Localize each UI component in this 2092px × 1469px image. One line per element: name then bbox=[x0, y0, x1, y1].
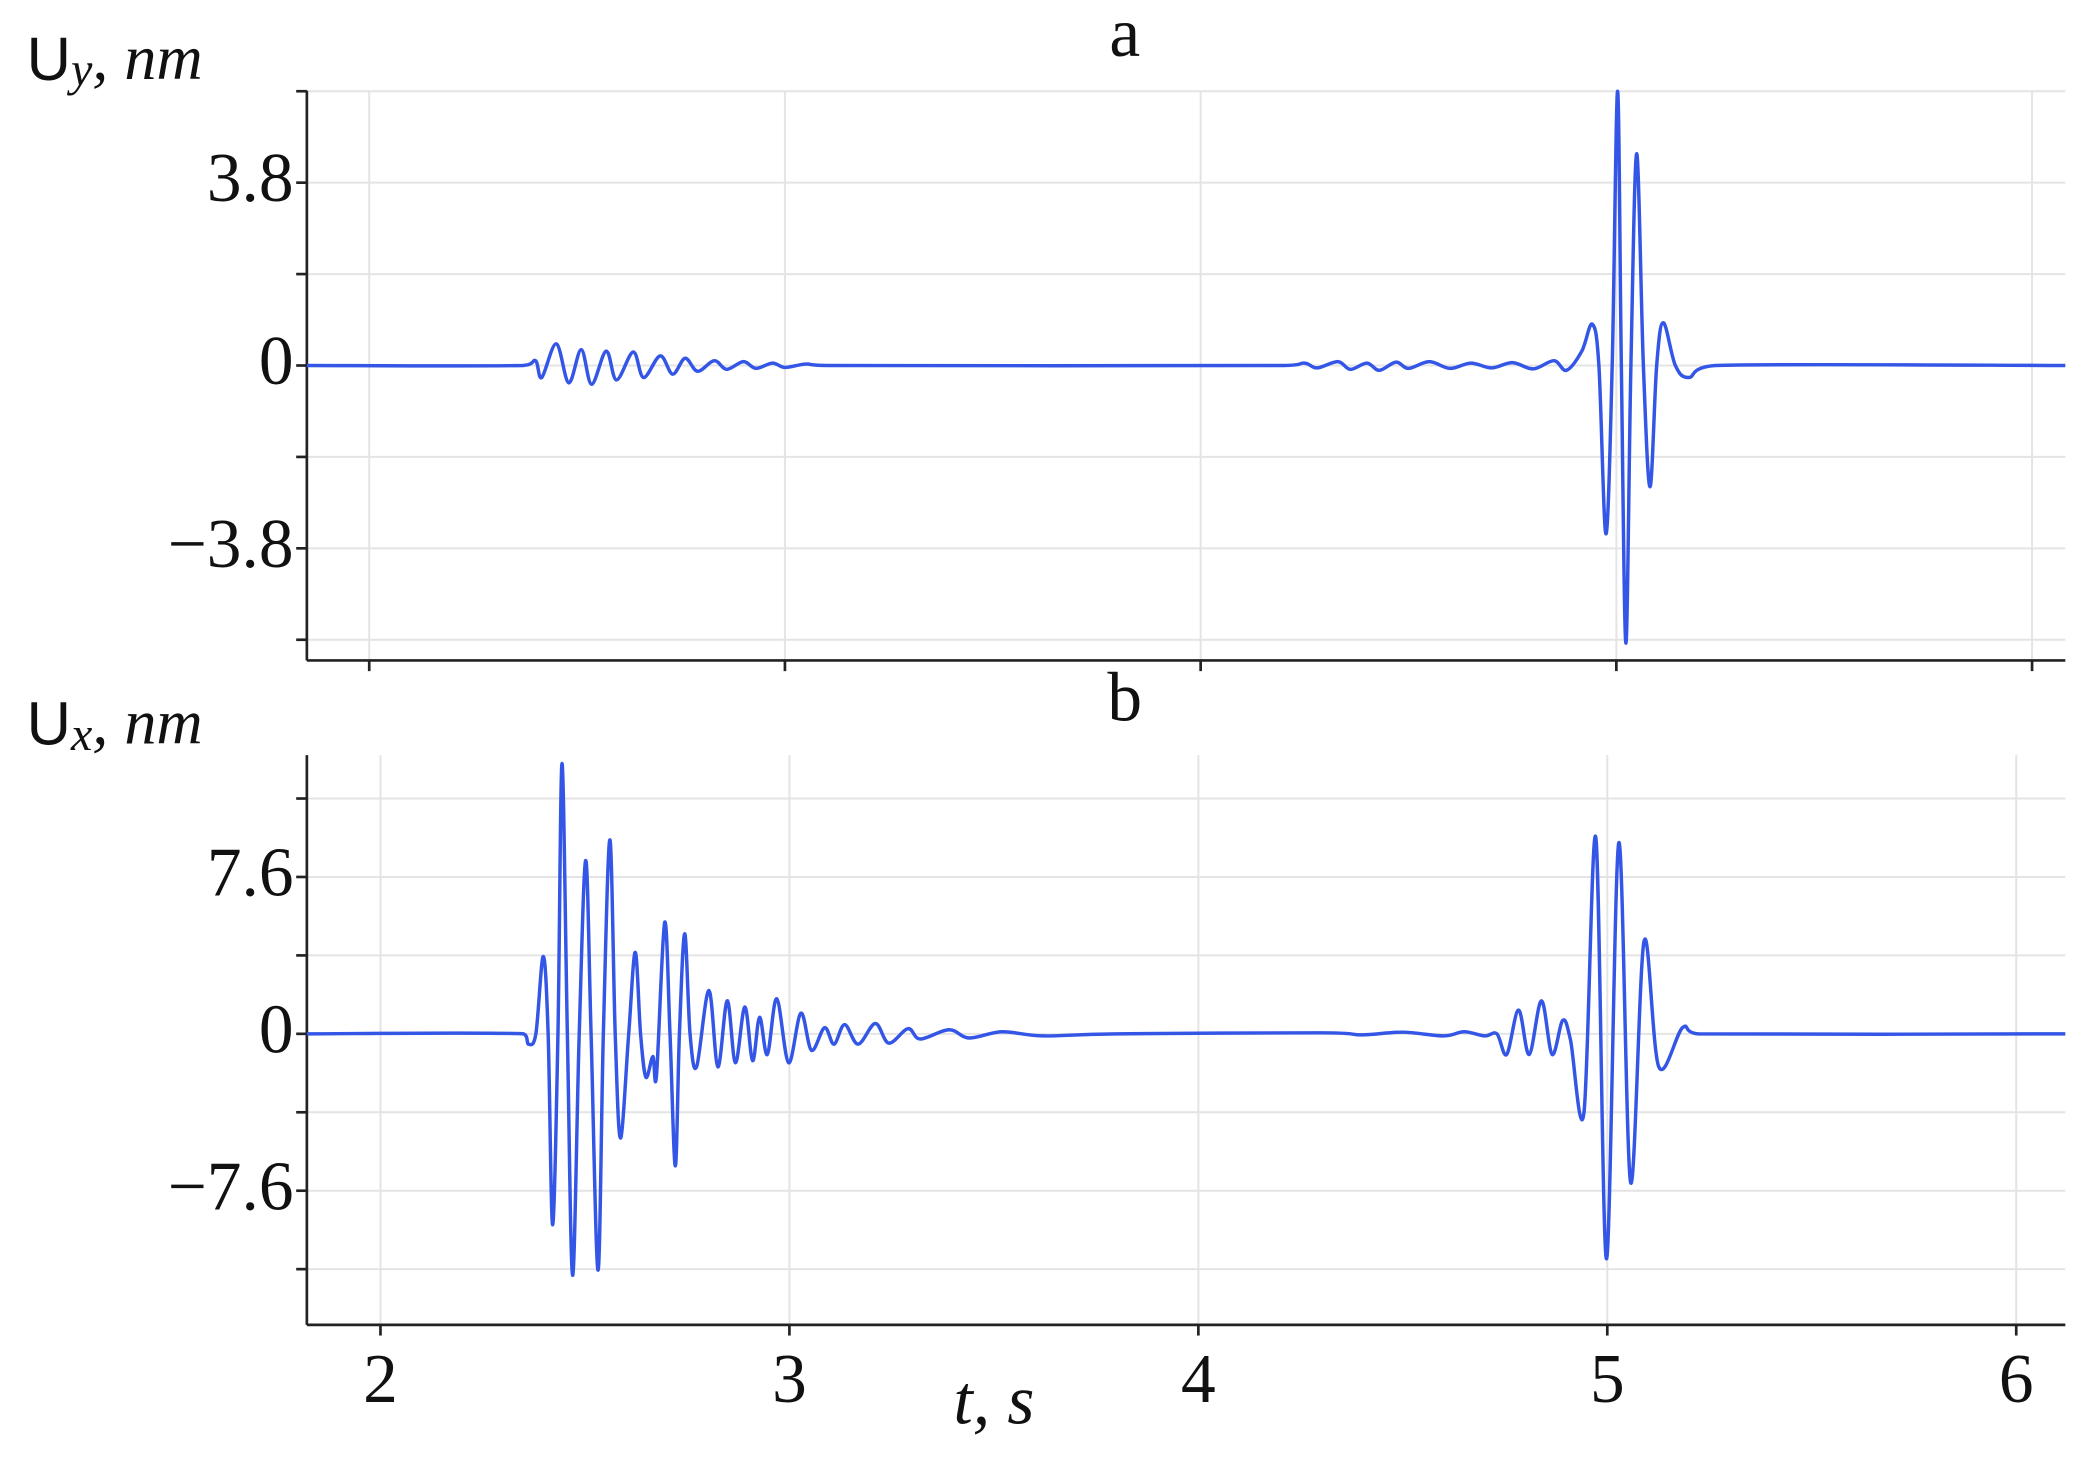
y-tick-label: 3.8 bbox=[207, 140, 294, 217]
data-line bbox=[306, 761, 2066, 1278]
y-label-symbol: U bbox=[27, 25, 71, 94]
panel bbox=[306, 90, 2066, 661]
y-label-subscript: y bbox=[66, 44, 93, 97]
y-label-unit: , nm bbox=[92, 22, 202, 93]
data-line bbox=[306, 89, 2066, 645]
x-tick-label: 5 bbox=[1590, 1341, 1625, 1418]
panel-title: a bbox=[1109, 0, 1140, 72]
x-tick-label: 6 bbox=[1999, 1341, 2034, 1418]
x-tick-label: 3 bbox=[772, 1341, 807, 1418]
y-label-subscript: x bbox=[70, 708, 92, 761]
y-label-symbol: U bbox=[27, 690, 71, 759]
y-tick-label: 7.6 bbox=[207, 835, 294, 912]
y-tick-label: 0 bbox=[259, 991, 294, 1068]
x-axis-label: t, s bbox=[953, 1363, 1034, 1440]
y-axis-label: Uy, nm bbox=[27, 22, 203, 97]
y-tick-label: −3.8 bbox=[168, 506, 294, 583]
x-tick-label: 2 bbox=[363, 1341, 398, 1418]
y-tick-label: −7.6 bbox=[168, 1148, 294, 1225]
y-tick-label: 0 bbox=[259, 323, 294, 400]
y-label-unit: , nm bbox=[92, 686, 202, 757]
panel-title: b bbox=[1107, 659, 1142, 736]
y-axis-label: Ux, nm bbox=[27, 686, 203, 761]
x-tick-label: 4 bbox=[1181, 1341, 1216, 1418]
